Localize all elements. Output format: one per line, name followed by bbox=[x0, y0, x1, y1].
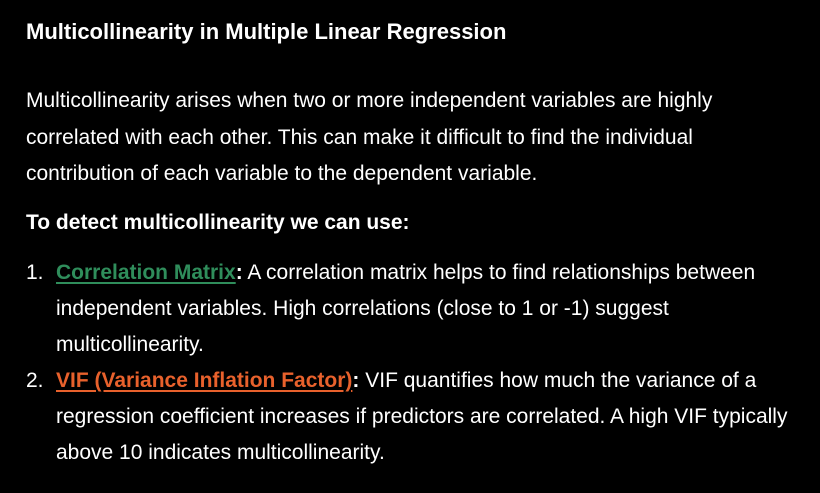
vif-link[interactable]: VIF (Variance Inflation Factor) bbox=[56, 369, 353, 392]
detect-heading: To detect multicollinearity we can use: bbox=[26, 211, 410, 234]
correlation-matrix-link[interactable]: Correlation Matrix bbox=[56, 261, 236, 284]
list-number: 1. bbox=[26, 261, 44, 284]
list-item-correlation-matrix: 1. Correlation Matrix: A correlation matr… bbox=[26, 255, 806, 363]
list-separator: : bbox=[235, 261, 243, 284]
list-item-vif: 2. VIF (Variance Inflation Factor): VIF q… bbox=[26, 363, 806, 471]
intro-paragraph: Multicollinearity arises when two or mor… bbox=[26, 89, 713, 185]
page-title: Multicollinearity in Multiple Linear Reg… bbox=[26, 19, 507, 44]
list-separator: : bbox=[352, 369, 360, 392]
list-number: 2. bbox=[26, 369, 44, 392]
list-item-text: A correlation matrix helps to find relat… bbox=[56, 261, 756, 356]
list-item-text: VIF quantifies how much the variance of … bbox=[56, 369, 788, 464]
methods-list: 1. Correlation Matrix: A correlation matr… bbox=[26, 255, 806, 471]
